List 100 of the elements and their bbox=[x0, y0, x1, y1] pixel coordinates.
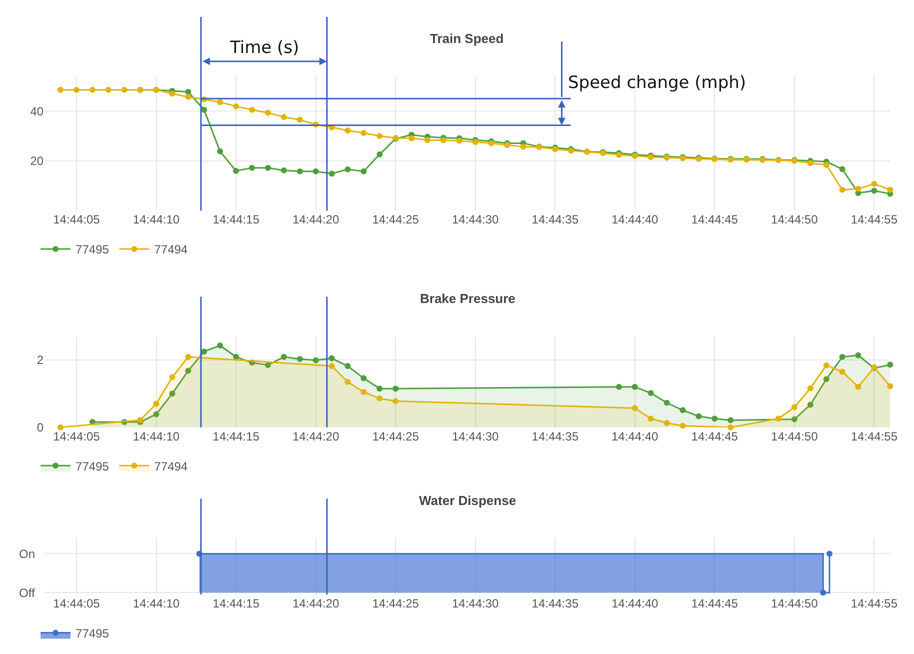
x-tick-label: 14:44:15 bbox=[212, 212, 260, 227]
point bbox=[296, 356, 303, 362]
point bbox=[376, 395, 383, 402]
point bbox=[807, 402, 814, 408]
point bbox=[344, 127, 351, 134]
y-tick-label: 0 bbox=[36, 420, 44, 435]
point bbox=[855, 186, 862, 192]
point bbox=[185, 354, 192, 360]
point bbox=[839, 354, 846, 360]
point bbox=[360, 130, 367, 136]
point bbox=[855, 352, 862, 358]
point bbox=[807, 160, 814, 166]
x-tick-label: 14:44:20 bbox=[292, 596, 340, 611]
point bbox=[344, 166, 351, 172]
point bbox=[185, 88, 192, 95]
point bbox=[664, 420, 670, 426]
y-tick-label: 40 bbox=[30, 104, 44, 118]
x-tick-label: 14:44:10 bbox=[132, 429, 180, 444]
y-tick-label: 2 bbox=[36, 353, 44, 368]
x-tick-label: 14:44:55 bbox=[850, 212, 898, 227]
x-tick-label: 14:44:40 bbox=[611, 212, 659, 227]
point bbox=[775, 416, 782, 422]
point bbox=[360, 168, 367, 174]
point bbox=[217, 99, 224, 106]
point bbox=[728, 417, 734, 424]
point bbox=[648, 390, 654, 396]
point bbox=[217, 148, 224, 154]
point bbox=[264, 362, 271, 368]
x-tick-label: 14:44:05 bbox=[53, 596, 100, 611]
point bbox=[376, 151, 383, 158]
point bbox=[153, 411, 160, 418]
point bbox=[217, 342, 224, 348]
point bbox=[839, 368, 846, 375]
point bbox=[264, 164, 271, 171]
x-tick-label: 14:44:25 bbox=[372, 596, 420, 611]
point bbox=[424, 136, 430, 143]
x-tick-label: 14:44:40 bbox=[611, 429, 659, 444]
point bbox=[823, 362, 830, 368]
point bbox=[328, 363, 335, 370]
point bbox=[807, 385, 814, 392]
point bbox=[696, 413, 702, 420]
point bbox=[440, 137, 446, 144]
point bbox=[632, 405, 638, 412]
x-tick-label: 14:44:50 bbox=[771, 596, 818, 611]
point bbox=[280, 167, 287, 174]
point bbox=[185, 94, 192, 100]
text: Time (s) bbox=[229, 38, 300, 58]
point bbox=[871, 180, 878, 187]
annotation: Speed change (mph) bbox=[568, 73, 746, 93]
point bbox=[839, 166, 846, 172]
point bbox=[328, 170, 335, 177]
x-tick-label: 14:44:45 bbox=[691, 429, 738, 444]
x-tick-label: 14:44:50 bbox=[771, 429, 818, 444]
x-tick-label: 14:44:30 bbox=[452, 429, 500, 444]
x-tick-label: 14:44:35 bbox=[532, 596, 579, 611]
point bbox=[169, 374, 176, 380]
point bbox=[728, 424, 734, 430]
chart-title: Train Speed bbox=[430, 31, 504, 46]
point bbox=[791, 404, 798, 410]
point bbox=[616, 384, 622, 390]
point bbox=[376, 132, 383, 139]
point bbox=[280, 114, 287, 120]
point bbox=[408, 135, 415, 142]
x-tick-label: 14:44:30 bbox=[452, 596, 500, 611]
point bbox=[233, 168, 240, 174]
point bbox=[392, 398, 399, 404]
x-tick-label: 14:44:40 bbox=[611, 596, 659, 611]
legend-label: 77495 bbox=[76, 459, 110, 474]
point bbox=[121, 86, 128, 93]
x-tick-label: 14:44:05 bbox=[53, 212, 100, 227]
point bbox=[791, 416, 798, 422]
point bbox=[823, 162, 830, 168]
x-tick-label: 14:44:20 bbox=[292, 212, 340, 227]
point bbox=[296, 168, 303, 174]
point bbox=[712, 416, 718, 422]
point bbox=[392, 386, 399, 392]
point bbox=[855, 384, 862, 390]
point bbox=[89, 86, 96, 93]
point bbox=[73, 86, 80, 93]
point bbox=[680, 407, 686, 414]
text: Off bbox=[19, 586, 36, 600]
point bbox=[344, 363, 351, 370]
x-tick-label: 14:44:15 bbox=[212, 596, 260, 611]
legend-label: 77494 bbox=[154, 242, 188, 257]
point bbox=[839, 186, 846, 193]
x-tick-label: 14:44:15 bbox=[212, 429, 260, 444]
point bbox=[360, 375, 367, 382]
x-tick-label: 14:44:55 bbox=[850, 429, 898, 444]
x-tick-label: 14:44:25 bbox=[372, 212, 420, 227]
chart-title: Brake Pressure bbox=[420, 291, 516, 306]
point bbox=[185, 368, 192, 374]
point bbox=[153, 400, 160, 407]
x-tick-label: 14:44:10 bbox=[132, 212, 180, 227]
point bbox=[887, 383, 894, 390]
x-tick-label: 14:44:55 bbox=[850, 596, 898, 611]
point bbox=[249, 106, 255, 113]
point bbox=[344, 378, 351, 385]
point bbox=[360, 388, 367, 395]
x-tick-label: 14:44:35 bbox=[532, 429, 579, 444]
point bbox=[887, 186, 894, 193]
